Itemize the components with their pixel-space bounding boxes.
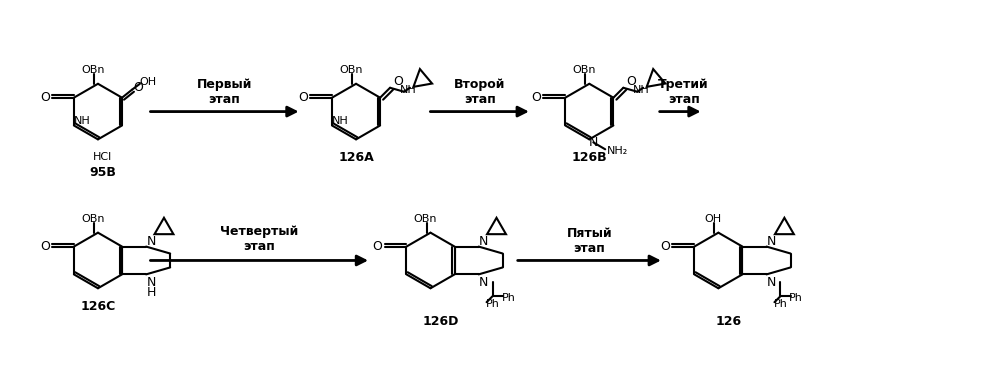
Text: NH: NH xyxy=(331,116,348,125)
Text: N: N xyxy=(147,235,156,248)
Text: O: O xyxy=(40,91,50,104)
Text: O: O xyxy=(661,240,671,253)
Text: OBn: OBn xyxy=(81,214,105,224)
Text: N: N xyxy=(766,276,776,289)
Text: Пятый
этап: Пятый этап xyxy=(567,227,612,255)
Text: O: O xyxy=(372,240,382,253)
Text: N: N xyxy=(766,235,776,248)
Text: N: N xyxy=(147,276,156,289)
Text: O: O xyxy=(532,91,541,104)
Text: NH: NH xyxy=(399,85,416,95)
Text: Ph: Ph xyxy=(773,299,787,309)
Text: N: N xyxy=(479,276,488,289)
Text: OBn: OBn xyxy=(573,65,596,75)
Text: OH: OH xyxy=(705,214,722,224)
Text: NH: NH xyxy=(74,116,90,125)
Text: 126D: 126D xyxy=(422,315,459,327)
Text: Третий
этап: Третий этап xyxy=(659,78,709,106)
Text: HCl: HCl xyxy=(93,152,113,162)
Text: Второй
этап: Второй этап xyxy=(454,78,505,106)
Text: NH: NH xyxy=(633,85,650,95)
Text: N: N xyxy=(589,136,598,149)
Text: Ph: Ph xyxy=(789,293,803,303)
Text: Первый
этап: Первый этап xyxy=(197,78,252,106)
Text: 126: 126 xyxy=(716,315,742,327)
Text: O: O xyxy=(627,75,636,88)
Text: Четвертый
этап: Четвертый этап xyxy=(221,225,298,253)
Text: OH: OH xyxy=(140,77,157,87)
Text: O: O xyxy=(133,81,143,94)
Text: OBn: OBn xyxy=(81,65,105,75)
Text: OBn: OBn xyxy=(414,214,437,224)
Text: OBn: OBn xyxy=(339,65,363,75)
Text: H: H xyxy=(147,286,156,299)
Text: N: N xyxy=(479,235,488,248)
Text: 126A: 126A xyxy=(338,151,374,164)
Text: Ph: Ph xyxy=(486,299,499,309)
Text: NH₂: NH₂ xyxy=(607,146,628,156)
Text: O: O xyxy=(393,75,403,88)
Text: 126B: 126B xyxy=(572,151,607,164)
Text: O: O xyxy=(298,91,308,104)
Text: 126C: 126C xyxy=(80,300,116,313)
Text: 95B: 95B xyxy=(90,166,117,179)
Text: Ph: Ph xyxy=(501,293,515,303)
Text: O: O xyxy=(40,240,50,253)
